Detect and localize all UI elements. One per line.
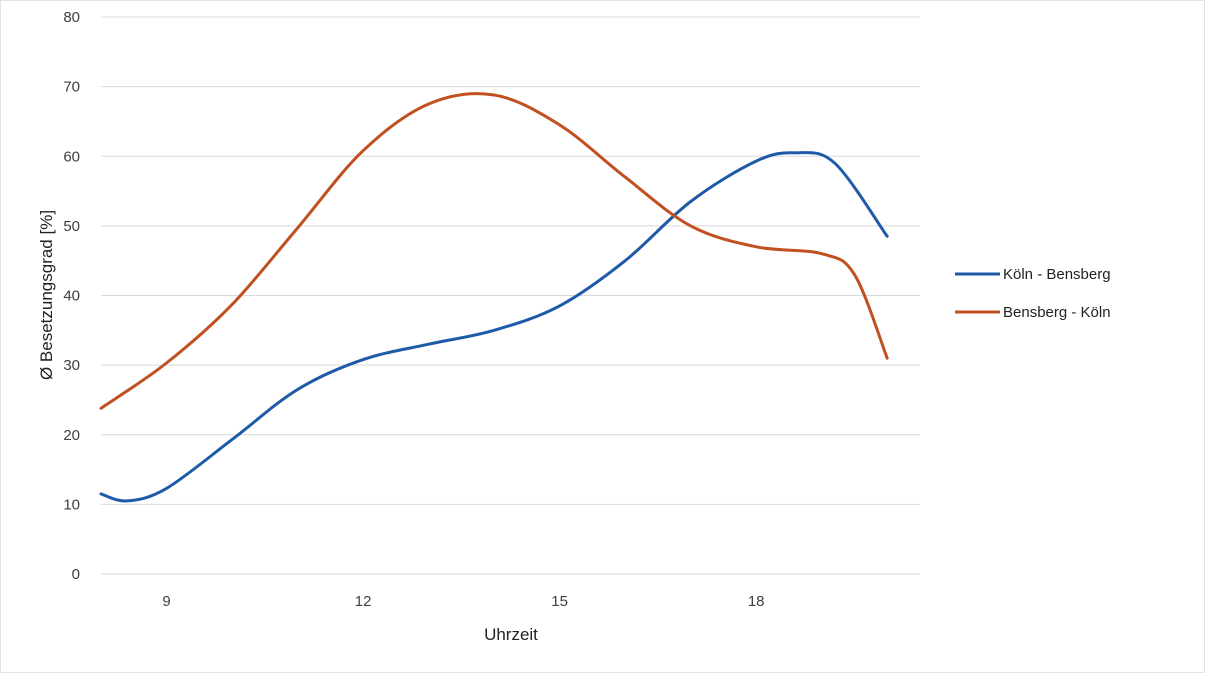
x-tick-label: 9 <box>162 593 170 610</box>
legend: Köln - Bensberg Bensberg - Köln <box>955 266 1111 321</box>
x-tick-label: 12 <box>355 593 372 610</box>
legend-label: Köln - Bensberg <box>1003 266 1111 283</box>
series-line-1 <box>99 151 889 503</box>
series-lines <box>99 92 889 503</box>
x-axis-title: Uhrzeit <box>484 625 538 644</box>
y-tick-label: 20 <box>63 427 80 444</box>
y-tick-label: 60 <box>63 148 80 165</box>
y-axis-ticks: 0 10 20 30 40 50 60 70 80 <box>63 9 80 583</box>
y-tick-label: 10 <box>63 496 80 513</box>
y-tick-label: 50 <box>63 218 80 235</box>
x-tick-label: 15 <box>551 593 568 610</box>
y-tick-label: 40 <box>63 288 80 305</box>
series-line-2 <box>99 92 889 410</box>
legend-label: Bensberg - Köln <box>1003 304 1111 321</box>
y-tick-label: 70 <box>63 79 80 96</box>
x-tick-label: 18 <box>748 593 765 610</box>
y-tick-label: 80 <box>63 9 80 26</box>
y-axis-title: Ø Besetzungsgrad [%] <box>37 210 56 380</box>
x-axis-ticks: 9 12 15 18 <box>162 593 764 610</box>
y-tick-label: 30 <box>63 357 80 374</box>
gridlines <box>101 16 920 575</box>
y-tick-label: 0 <box>72 566 80 583</box>
